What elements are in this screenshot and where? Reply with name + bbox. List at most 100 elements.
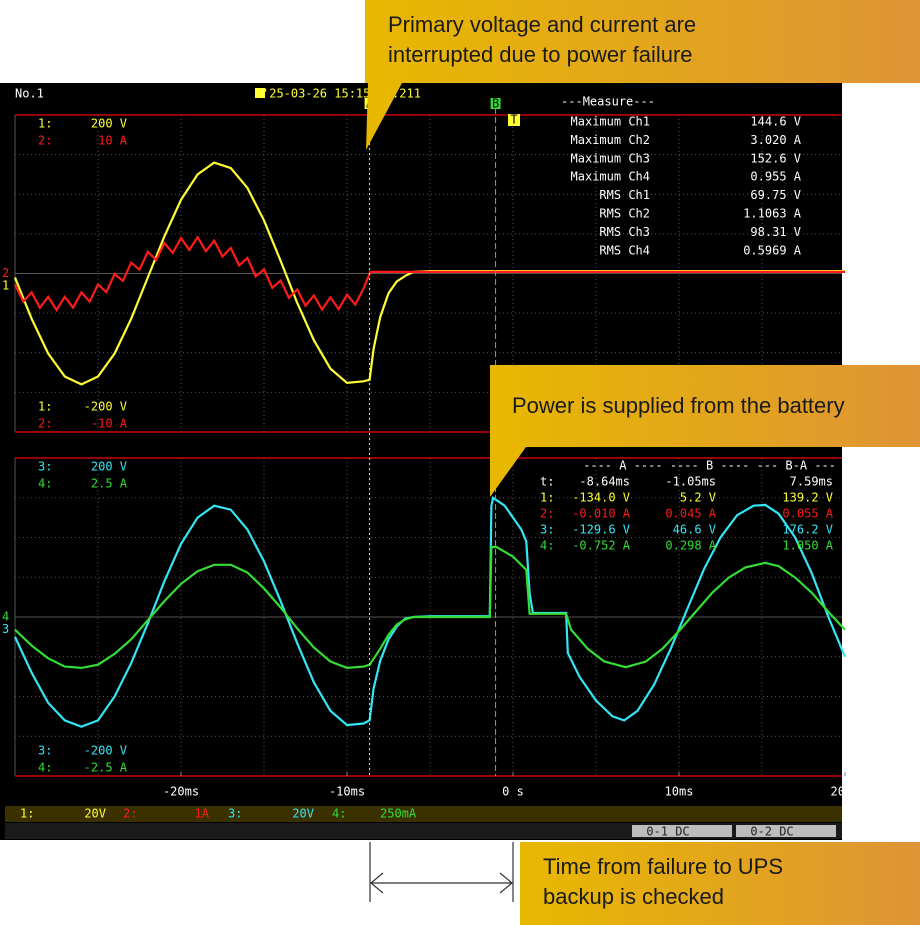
measure-value: 152.6 V [750, 151, 801, 165]
callout-text: interrupted due to power failure [388, 42, 693, 67]
channel-name: 4: [38, 761, 52, 775]
measure-value: 69.75 V [750, 188, 801, 202]
time-tick-label: 20ms [831, 785, 860, 799]
cursor-flag [490, 98, 501, 109]
time-tick-label: -10ms [329, 785, 365, 799]
status-channel: 2: [123, 807, 137, 821]
channel-marker: 3 [2, 622, 9, 636]
cursor-table-header: ---- A ---- ---- B ---- --- B-A --- [583, 459, 836, 473]
channel-scale-top: 200 V [91, 460, 127, 474]
channel-name: 2: [38, 134, 52, 148]
measure-name: RMS Ch3 [599, 225, 650, 239]
cursor-table-cell: 3: [540, 523, 554, 537]
channel-name: 2: [38, 417, 52, 431]
measure-name: Maximum Ch1 [571, 115, 650, 129]
arrow-head [499, 872, 513, 894]
cursor-table-cell: -0.752 A [572, 539, 631, 553]
cursor-table-cell: -1.05ms [665, 475, 716, 489]
measure-title: ---Measure--- [561, 95, 655, 109]
cursor-table-cell: 46.6 V [673, 523, 716, 537]
callout-box [365, 0, 920, 83]
status-bar [5, 806, 842, 822]
cursor-label: B [492, 97, 499, 111]
time-tick-label: -20ms [163, 785, 199, 799]
channel-scale-bottom: -10 A [91, 417, 128, 431]
callout-pointer [366, 83, 402, 150]
channel-marker: 4 [2, 610, 9, 624]
callout-box [520, 842, 920, 925]
measure-value: 1.1063 A [743, 207, 802, 221]
cursor-table-cell: -8.64ms [579, 475, 630, 489]
status-channel: 1: [20, 807, 34, 821]
status-tag [736, 825, 836, 837]
channel-name: 3: [38, 460, 52, 474]
scope-number: No.1 [15, 87, 44, 101]
cursor-table-cell: 4: [540, 539, 554, 553]
measure-name: Maximum Ch3 [571, 151, 650, 165]
cursor-table-cell: 0.045 A [665, 507, 716, 521]
trigger-label: T [510, 113, 517, 127]
cursor-table-cell: 2: [540, 507, 554, 521]
status-tag-label: 0-2 DC [750, 825, 793, 839]
callout-text: Power is supplied from the battery [512, 393, 845, 418]
callout-text: Time from failure to UPS [543, 854, 783, 879]
channel-scale-top: 2.5 A [91, 477, 128, 491]
channel-scale-bottom: -2.5 A [84, 761, 128, 775]
channel-marker: 2 [2, 266, 9, 280]
waveform [13, 161, 845, 386]
measure-name: RMS Ch2 [599, 207, 650, 221]
measure-value: 3.020 A [750, 133, 801, 147]
cursor-table-cell: -134.0 V [572, 491, 630, 505]
status-tag [632, 825, 732, 837]
measure-name: Maximum Ch4 [571, 170, 650, 184]
trigger-flag [508, 114, 520, 126]
measure-value: 0.955 A [750, 170, 801, 184]
cursor-table-cell: 176.2 V [782, 523, 833, 537]
status-value: 20V [84, 807, 106, 821]
measure-name: RMS Ch4 [599, 243, 650, 257]
channel-name: 3: [38, 744, 52, 758]
waveform [14, 235, 845, 313]
scope-screen [0, 83, 842, 840]
status-value: 1A [195, 807, 210, 821]
channel-name: 4: [38, 477, 52, 491]
arrow-head [370, 872, 384, 894]
channel-marker: 1 [2, 279, 9, 293]
status-channel: 4: [332, 807, 346, 821]
time-tick-label: 0 s [502, 785, 524, 799]
channel-scale-top: 200 V [91, 117, 127, 131]
measure-name: Maximum Ch2 [571, 133, 650, 147]
cursor-table-cell: 5.2 V [680, 491, 716, 505]
callout-pointer [490, 447, 526, 497]
measure-value: 0.5969 A [743, 243, 802, 257]
status-tag-label: 0-1 DC [646, 825, 689, 839]
channel-name: 1: [38, 400, 52, 414]
channel-scale-bottom: -200 V [84, 744, 127, 758]
time-tick-label: 10ms [665, 785, 694, 799]
measure-name: RMS Ch1 [599, 188, 650, 202]
channel-scale-bottom: -200 V [84, 400, 127, 414]
callout-box [490, 365, 920, 447]
status-value: 250mA [380, 807, 417, 821]
channel-name: 1: [38, 117, 52, 131]
cursor-table-cell: t: [540, 475, 554, 489]
cursor-table-cell: 0.298 A [665, 539, 716, 553]
clock-icon [255, 88, 265, 98]
status-value: 20V [292, 807, 314, 821]
cursor-table-cell: -129.6 V [572, 523, 630, 537]
cursor-table-cell: 1.050 A [782, 539, 833, 553]
measure-value: 98.31 V [750, 225, 801, 239]
cursor-table-cell: 7.59ms [790, 475, 833, 489]
callout-text: backup is checked [543, 884, 724, 909]
cursor-table-cell: 139.2 V [782, 491, 833, 505]
callout-text: Primary voltage and current are [388, 12, 696, 37]
cursor-table-cell: -0.010 A [572, 507, 631, 521]
measure-value: 144.6 V [750, 115, 801, 129]
cursor-table-cell: 0.055 A [782, 507, 833, 521]
channel-scale-top: 10 A [98, 134, 128, 148]
waveform [14, 545, 846, 670]
cursor-table-cell: 1: [540, 491, 554, 505]
status-channel: 3: [228, 807, 242, 821]
